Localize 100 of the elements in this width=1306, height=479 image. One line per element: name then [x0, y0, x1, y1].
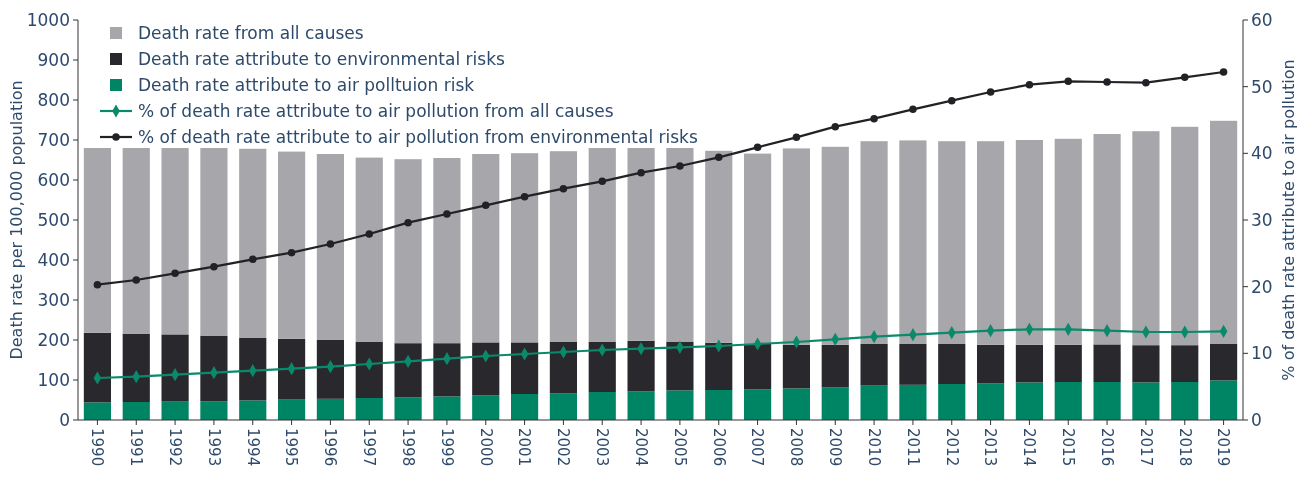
bar — [472, 154, 500, 343]
bar — [316, 154, 345, 340]
bar — [588, 341, 616, 392]
point — [1025, 80, 1034, 89]
bar — [316, 340, 345, 399]
x-tick-label: 2012 — [942, 428, 961, 467]
point — [792, 133, 801, 142]
bar — [705, 150, 733, 343]
bar — [899, 140, 927, 344]
bar — [122, 333, 150, 402]
bar — [472, 342, 500, 396]
point — [676, 162, 684, 170]
x-tick-label: 2003 — [593, 428, 611, 467]
bar — [938, 344, 966, 384]
point — [287, 248, 296, 257]
x-tick-label: 2019 — [1214, 428, 1233, 467]
point — [986, 88, 995, 96]
point — [326, 240, 335, 248]
bar — [200, 401, 228, 420]
point — [443, 210, 451, 218]
bar — [1054, 344, 1082, 382]
point — [93, 280, 102, 289]
point — [947, 96, 956, 105]
bar — [549, 151, 578, 342]
point — [1103, 78, 1111, 86]
legend-label: Death rate attribute to air polltuion risk — [138, 74, 475, 95]
x-tick-label: 1998 — [398, 428, 417, 467]
y-tick-label: 700 — [37, 129, 70, 150]
y-tick-label: 400 — [37, 249, 70, 270]
bar — [588, 148, 616, 342]
bar — [122, 148, 150, 334]
bar — [743, 344, 772, 390]
bar — [976, 141, 1005, 345]
x-tick-label: 1999 — [437, 428, 456, 467]
bar — [1171, 345, 1199, 382]
legend-label: Death rate attribute to environmental risks — [138, 48, 505, 69]
bar — [472, 395, 500, 420]
y-axis-title: Death rate per 100,000 population — [7, 80, 26, 360]
bar — [1132, 345, 1160, 383]
y2-axis-title: % of death rate attribute to air pollution — [1279, 59, 1298, 381]
point — [1142, 78, 1150, 87]
bar — [627, 391, 655, 420]
x-tick-label: 2005 — [670, 428, 689, 467]
point — [1219, 68, 1228, 76]
x-tick-label: 1991 — [127, 428, 145, 467]
bar — [83, 332, 112, 403]
bar — [899, 384, 927, 420]
x-tick-label: 2014 — [1020, 428, 1039, 467]
bar — [1015, 140, 1044, 345]
bar — [510, 342, 539, 394]
point — [404, 218, 412, 227]
y2-tick-label: 10 — [1251, 343, 1273, 364]
point — [171, 269, 179, 278]
bar — [743, 153, 772, 344]
bar — [627, 148, 655, 341]
bar — [588, 392, 616, 420]
bar — [1171, 126, 1199, 346]
bar — [666, 390, 694, 420]
point — [481, 201, 490, 210]
point — [637, 168, 645, 177]
bar — [433, 158, 461, 344]
bar — [83, 148, 112, 333]
bar — [83, 402, 112, 420]
bar — [316, 398, 345, 420]
y-tick-label: 100 — [37, 369, 70, 390]
bar — [433, 343, 461, 397]
bar — [1054, 382, 1082, 420]
point — [1180, 73, 1189, 82]
bar — [821, 344, 849, 388]
bar — [782, 148, 811, 345]
point — [248, 255, 257, 264]
bar — [860, 344, 888, 386]
legend-label: Death rate from all causes — [138, 22, 364, 43]
x-tick-label: 2010 — [864, 428, 883, 467]
bar — [122, 402, 150, 420]
y-tick-label: 800 — [37, 89, 70, 110]
bar — [510, 394, 539, 420]
bar — [782, 344, 811, 389]
bar — [821, 146, 849, 345]
bar — [394, 397, 422, 420]
x-tick-label: 2017 — [1136, 428, 1155, 467]
y-tick-label: 900 — [37, 49, 70, 70]
y2-tick-label: 30 — [1251, 209, 1273, 230]
x-tick-label: 1993 — [204, 428, 223, 467]
y2-tick-label: 50 — [1251, 76, 1273, 97]
point — [909, 105, 917, 114]
bar — [510, 153, 539, 343]
bar — [549, 393, 578, 420]
bar — [938, 141, 966, 344]
y2-tick-label: 0 — [1251, 409, 1262, 430]
bar — [277, 399, 306, 420]
x-tick-label: 2016 — [1097, 428, 1116, 467]
point — [1064, 77, 1073, 86]
bar — [860, 385, 888, 420]
bar — [1093, 382, 1121, 420]
bar — [355, 157, 383, 342]
point — [210, 262, 218, 271]
y-tick-label: 500 — [37, 209, 70, 230]
bar — [1054, 138, 1082, 345]
x-tick-label: 1992 — [165, 428, 184, 467]
